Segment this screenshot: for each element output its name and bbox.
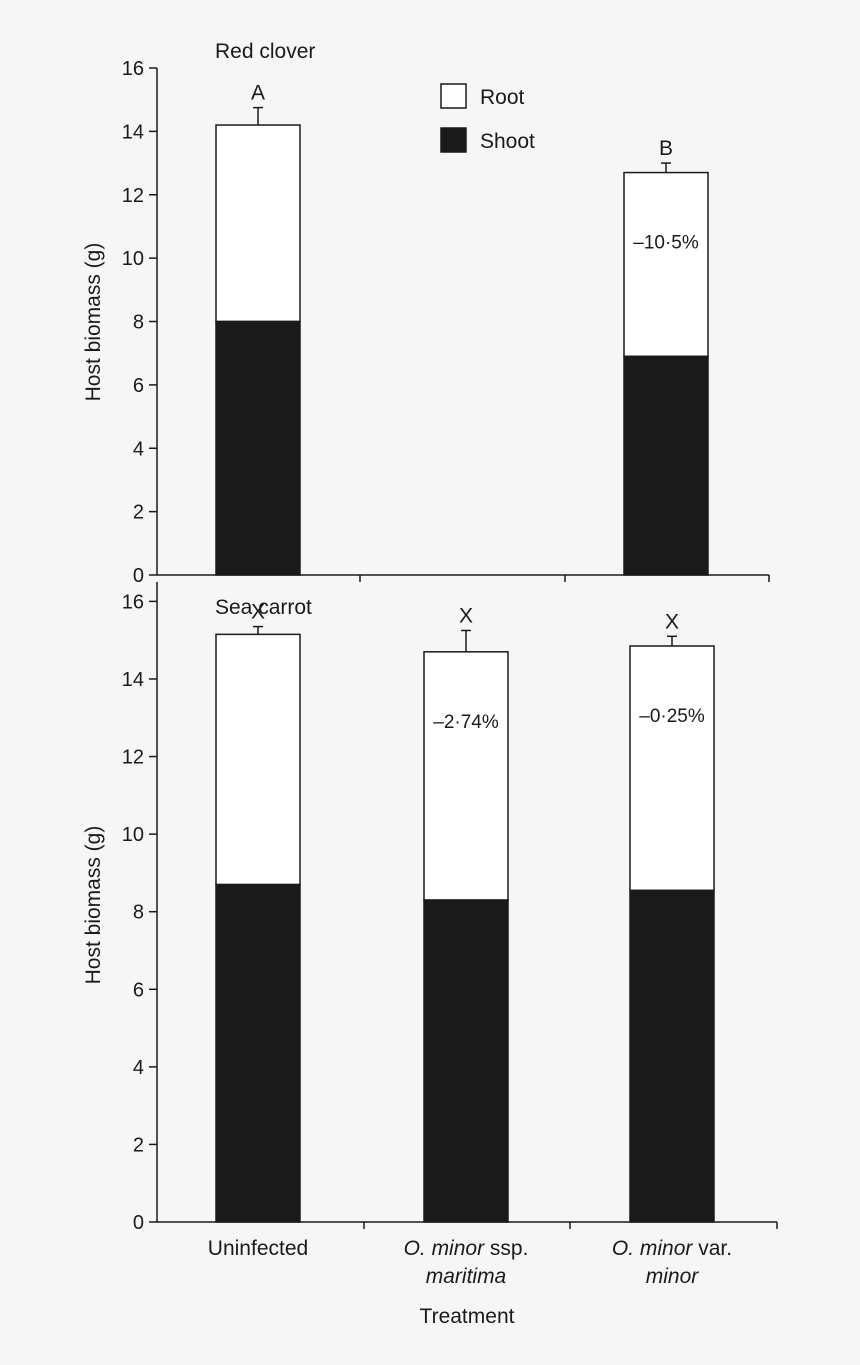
bar-root [215, 124, 301, 323]
y-tick-label: 8 [133, 902, 144, 924]
bar-root [215, 633, 301, 886]
bar-shoot [215, 320, 301, 576]
x-axis-label: Treatment [420, 1305, 515, 1328]
legend-label-shoot: Shoot [480, 130, 535, 153]
percent-change-label: –0·25% [639, 706, 705, 727]
panel-sea-carrot: Sea carrot Host biomass (g) 0 2 4 6 8 10 12 14 1… [82, 582, 778, 1234]
bar-shoot [629, 889, 715, 1223]
significance-letter: B [659, 137, 673, 160]
bar-root [629, 645, 715, 892]
y-tick-label: 6 [133, 375, 144, 397]
category-label: Uninfected [208, 1237, 308, 1260]
y-tick-label: 6 [133, 979, 144, 1001]
y-axis-label: Host biomass (g) [82, 826, 105, 985]
y-tick-label: 14 [122, 121, 144, 143]
y-tick-label: 4 [133, 1057, 144, 1079]
y-tick-label: 12 [122, 747, 144, 769]
significance-letter: X [665, 610, 679, 633]
legend: Root Shoot [440, 83, 535, 153]
chart-marks: 0 2 4 6 8 10 12 14 16 X X –2·74% X –0·25% [122, 582, 778, 1234]
bar-shoot [423, 899, 509, 1223]
panel-title: Sea carrot [215, 596, 312, 619]
chart-marks: 0 2 4 6 8 10 12 14 16 A B –10·5% [122, 58, 770, 587]
y-tick-label: 10 [122, 248, 144, 270]
bar-root [423, 651, 509, 901]
significance-letter: X [459, 604, 473, 627]
legend-swatch-shoot [440, 127, 467, 153]
category-label-line2: maritima [426, 1265, 507, 1288]
legend-swatch-root [440, 83, 467, 109]
panel-title: Red clover [215, 40, 315, 63]
bar-shoot [623, 355, 709, 576]
y-tick-label: 10 [122, 824, 144, 846]
y-tick-label: 0 [133, 565, 144, 587]
panel-red-clover: Red clover Host biomass (g) 0 2 4 6 8 10 12 14 1… [82, 40, 770, 587]
percent-change-label: –10·5% [633, 233, 699, 254]
percent-change-label: –2·74% [433, 712, 499, 733]
bar-root [623, 171, 709, 358]
significance-letter: A [251, 82, 265, 105]
y-tick-label: 16 [122, 591, 144, 613]
category-labels: Uninfected O. minor ssp. maritima O. min… [208, 1237, 732, 1288]
y-tick-label: 16 [122, 58, 144, 80]
bar-shoot [215, 883, 301, 1223]
category-label: O. minor var. [612, 1237, 732, 1260]
y-tick-label: 0 [133, 1212, 144, 1234]
y-tick-label: 2 [133, 502, 144, 524]
y-tick-label: 12 [122, 185, 144, 207]
category-label: O. minor ssp. [404, 1237, 529, 1260]
y-axis-label: Host biomass (g) [82, 243, 105, 402]
y-tick-label: 14 [122, 669, 144, 691]
y-tick-label: 8 [133, 312, 144, 334]
y-tick-label: 2 [133, 1134, 144, 1156]
category-label-line2: minor [646, 1265, 700, 1288]
significance-letter: X [251, 601, 265, 624]
legend-label-root: Root [480, 86, 525, 109]
y-tick-label: 4 [133, 438, 144, 460]
